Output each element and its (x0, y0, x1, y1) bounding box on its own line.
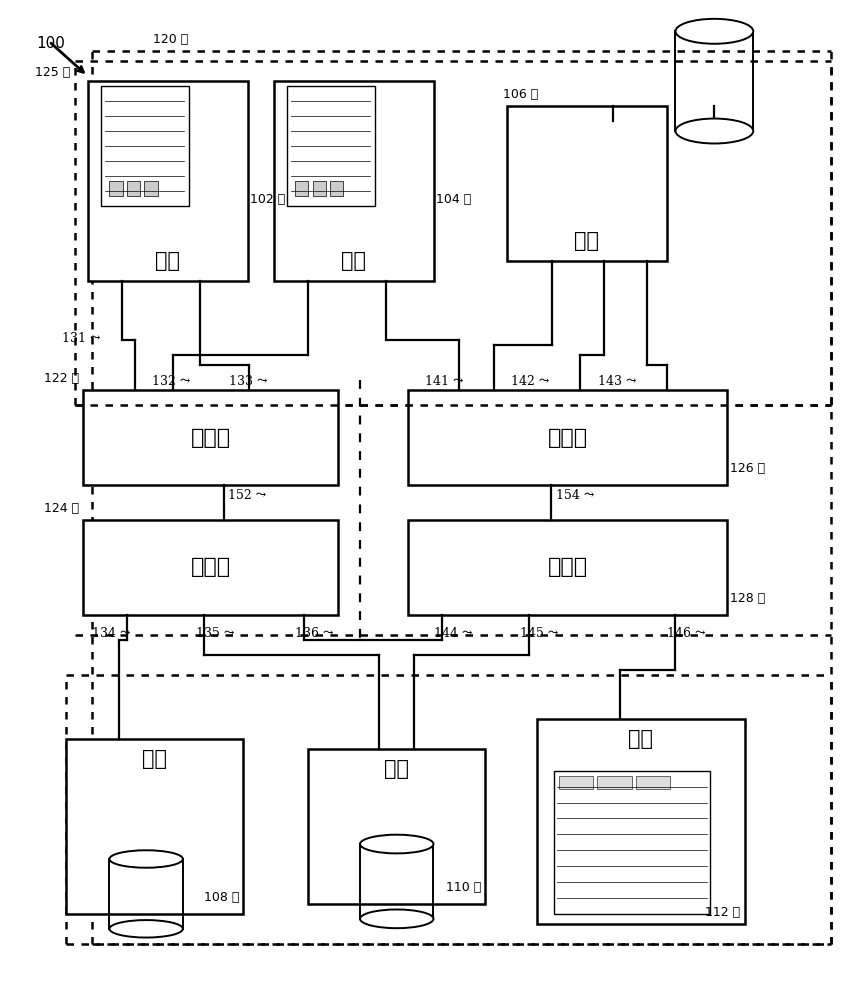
Text: 145 ⤳: 145 ⤳ (520, 627, 558, 640)
Text: 102 ⤳: 102 ⤳ (251, 193, 285, 206)
Text: 131 ⤳: 131 ⤳ (62, 332, 101, 345)
Bar (127, 181, 140, 196)
Bar (538, 719, 745, 924)
Text: 104 ⤳: 104 ⤳ (436, 193, 472, 206)
Text: 146 ⤳: 146 ⤳ (667, 627, 706, 640)
Bar (407, 520, 727, 615)
Text: 136 ⤳: 136 ⤳ (296, 627, 334, 640)
Text: 135 ⤳: 135 ⤳ (196, 627, 234, 640)
Text: 106 ⤳: 106 ⤳ (503, 88, 538, 101)
Text: 152 ⤳: 152 ⤳ (228, 489, 266, 502)
Ellipse shape (109, 920, 183, 938)
Bar (597, 776, 631, 789)
Bar (83, 390, 338, 485)
Ellipse shape (109, 850, 183, 868)
Text: 节点: 节点 (155, 251, 180, 271)
Text: 142 ⤳: 142 ⤳ (512, 375, 550, 388)
Bar (555, 771, 710, 914)
Text: 交换机: 交换机 (191, 428, 231, 448)
Bar (313, 181, 326, 196)
Text: 132 ⤳: 132 ⤳ (153, 375, 191, 388)
Text: 节点: 节点 (575, 231, 599, 251)
Bar (559, 776, 593, 789)
Bar (636, 776, 670, 789)
Text: 112 ⤳: 112 ⤳ (705, 906, 740, 919)
Bar (88, 81, 248, 281)
Bar (66, 739, 244, 914)
Text: 节点: 节点 (142, 749, 167, 769)
Text: 126 ⤳: 126 ⤳ (730, 462, 765, 475)
Text: 100: 100 (36, 36, 65, 51)
Text: 节点: 节点 (629, 729, 654, 749)
Bar (287, 86, 375, 206)
Bar (145, 181, 158, 196)
Text: 110 ⤳: 110 ⤳ (446, 881, 481, 894)
Text: 141 ⤳: 141 ⤳ (425, 375, 463, 388)
Text: 144 ⤳: 144 ⤳ (434, 627, 472, 640)
Bar (330, 181, 343, 196)
Text: 128 ⤳: 128 ⤳ (730, 592, 766, 605)
Bar (83, 520, 338, 615)
Text: 134 ⤳: 134 ⤳ (92, 627, 131, 640)
Text: 交换机: 交换机 (547, 557, 588, 577)
Bar (296, 181, 309, 196)
Text: 122 ⤳: 122 ⤳ (44, 372, 79, 385)
Text: 节点: 节点 (341, 251, 366, 271)
Ellipse shape (360, 835, 434, 853)
Ellipse shape (675, 119, 753, 143)
Bar (507, 106, 667, 261)
Text: 143 ⤳: 143 ⤳ (597, 375, 636, 388)
Ellipse shape (675, 19, 753, 44)
Ellipse shape (360, 909, 434, 928)
Text: 125 ⤳: 125 ⤳ (36, 66, 70, 79)
Bar (407, 390, 727, 485)
Text: 交换机: 交换机 (547, 428, 588, 448)
Bar (101, 86, 189, 206)
Text: 120 ⤳: 120 ⤳ (153, 33, 188, 46)
Bar (308, 749, 486, 904)
Text: 154 ⤳: 154 ⤳ (556, 489, 594, 502)
Text: 133 ⤳: 133 ⤳ (229, 375, 267, 388)
Bar (109, 181, 122, 196)
Text: 108 ⤳: 108 ⤳ (204, 891, 239, 904)
Text: 交换机: 交换机 (191, 557, 231, 577)
Bar (274, 81, 434, 281)
Text: 124 ⤳: 124 ⤳ (44, 502, 79, 515)
Text: 节点: 节点 (384, 759, 409, 779)
